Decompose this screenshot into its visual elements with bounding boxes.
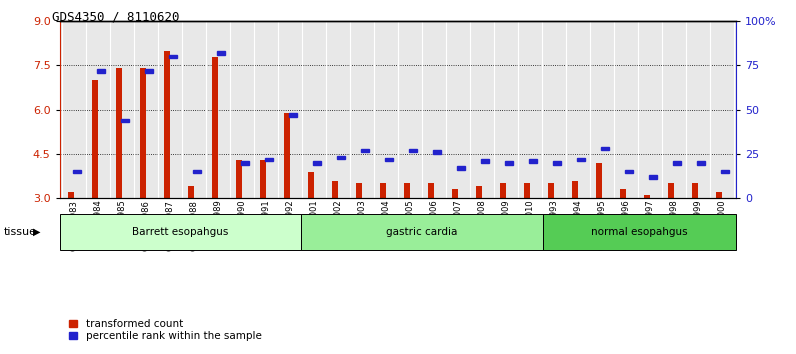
Bar [170, 55, 177, 58]
Bar [385, 158, 392, 161]
Bar [68, 192, 74, 198]
Text: GDS4350 / 8110620: GDS4350 / 8110620 [52, 11, 179, 24]
Text: gastric cardia: gastric cardia [387, 227, 458, 237]
Bar [361, 149, 369, 152]
Bar [716, 192, 722, 198]
Bar [380, 183, 386, 198]
Bar [452, 189, 458, 198]
Bar [404, 183, 410, 198]
Bar [596, 163, 602, 198]
Bar [626, 170, 633, 173]
Bar [458, 166, 465, 170]
Bar [721, 170, 728, 173]
Bar [433, 150, 441, 154]
Text: normal esopahgus: normal esopahgus [591, 227, 688, 237]
Bar [308, 172, 314, 198]
Bar [164, 51, 170, 198]
Bar [553, 161, 560, 165]
Bar [572, 181, 578, 198]
Bar [644, 195, 650, 198]
Bar [236, 160, 242, 198]
Bar [692, 183, 698, 198]
FancyBboxPatch shape [302, 214, 543, 250]
Text: Barrett esopahgus: Barrett esopahgus [132, 227, 228, 237]
Bar [122, 119, 129, 122]
Bar [668, 183, 674, 198]
Bar [217, 51, 224, 55]
Bar [260, 160, 266, 198]
Bar [548, 183, 554, 198]
Bar [146, 69, 153, 73]
Legend: transformed count, percentile rank within the sample: transformed count, percentile rank withi… [65, 315, 266, 345]
Bar [409, 149, 416, 152]
Bar [620, 189, 626, 198]
Bar [601, 147, 608, 150]
Bar [140, 68, 146, 198]
Bar [482, 159, 489, 163]
Bar [212, 57, 218, 198]
Bar [193, 170, 201, 173]
Bar [697, 161, 704, 165]
Bar [338, 156, 345, 159]
Bar [116, 68, 122, 198]
Bar [650, 175, 657, 179]
FancyBboxPatch shape [60, 214, 302, 250]
Bar [428, 183, 434, 198]
Bar [188, 187, 194, 198]
Bar [529, 159, 537, 163]
Bar [97, 69, 105, 73]
Bar [314, 161, 321, 165]
Bar [284, 113, 290, 198]
Bar [673, 161, 681, 165]
Bar [332, 181, 338, 198]
Bar [356, 183, 362, 198]
Bar [577, 158, 584, 161]
Bar [73, 170, 80, 173]
Bar [290, 113, 297, 117]
Bar [505, 161, 513, 165]
Bar [241, 161, 248, 165]
Text: ▶: ▶ [33, 227, 41, 237]
Bar [500, 183, 506, 198]
Text: tissue: tissue [4, 227, 37, 237]
FancyBboxPatch shape [543, 214, 736, 250]
Bar [476, 187, 482, 198]
Bar [92, 80, 98, 198]
Bar [265, 158, 273, 161]
Bar [524, 183, 530, 198]
